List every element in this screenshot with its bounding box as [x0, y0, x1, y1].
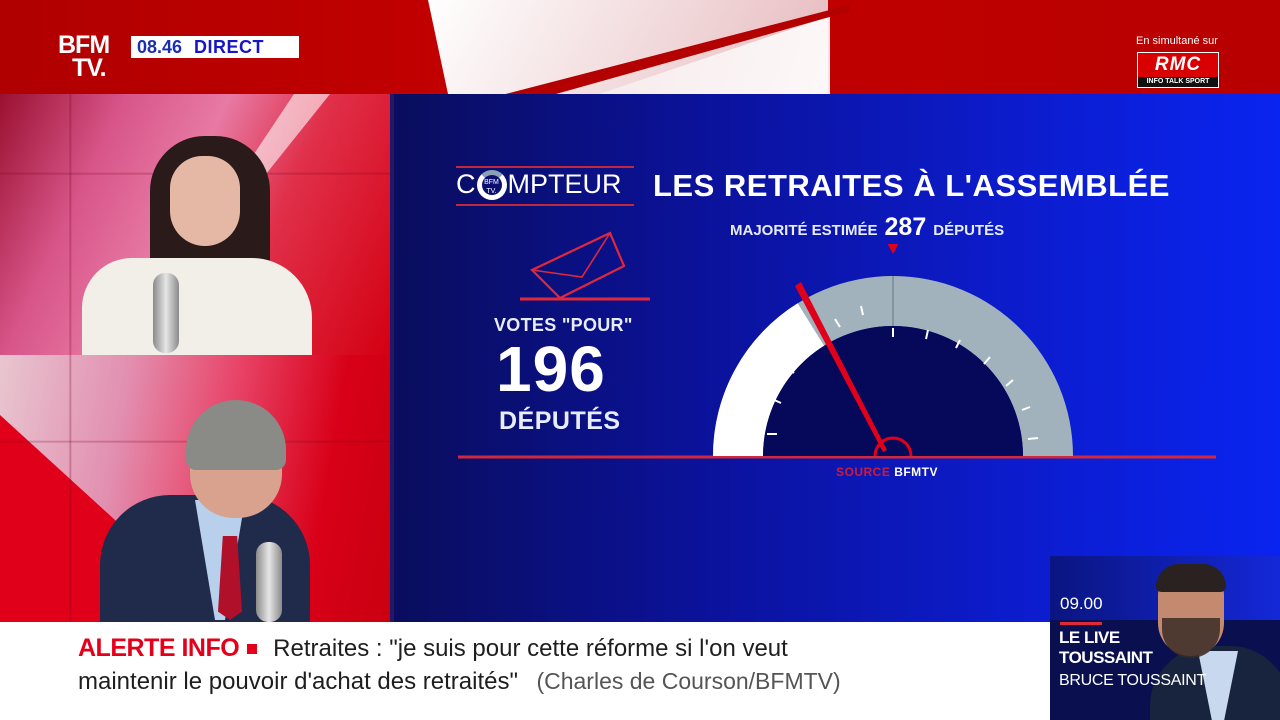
compteur-text: MPTEUR [507, 169, 622, 199]
next-show-host: BRUCE TOUSSAINT [1059, 672, 1206, 689]
clock-live-box: 08.46 DIRECT [131, 36, 299, 58]
gauge-needle [795, 282, 887, 452]
compteur-letter: C [456, 169, 476, 199]
alert-label: ALERTE INFO [78, 634, 240, 662]
next-show-title: LE LIVE TOUSSAINT [1059, 628, 1153, 667]
stopwatch-icon: BFM TV. [476, 169, 507, 200]
logo-line1: BFM [58, 31, 110, 59]
bfmtv-logo: BFM TV. [58, 31, 110, 82]
clock: 08.46 [137, 36, 183, 57]
news-ticker: ALERTE INFO Retraites : "je suis pour ce… [0, 622, 1050, 720]
divider [1060, 622, 1102, 625]
rmc-logo: RMC INFO TALK SPORT [1137, 52, 1219, 88]
ballot-envelope-icon [520, 231, 650, 301]
majority-line: MAJORITÉ ESTIMÉE 287 DÉPUTÉS [730, 213, 1004, 242]
compteur-logo: C BFM TV. MPTEUR [456, 164, 636, 206]
majority-value: 287 [884, 213, 927, 241]
presenter-face [170, 156, 240, 246]
rmc-brand: RMC [1154, 54, 1202, 75]
vote-counter-graphic: C BFM TV. MPTEUR LES RETRAITES À L'ASSEM… [390, 94, 1280, 624]
source-label: SOURCE BFMTV [836, 465, 939, 479]
rmc-tagline: INFO TALK SPORT [1138, 77, 1218, 87]
majority-label: MAJORITÉ ESTIMÉE [730, 222, 878, 239]
ticker-attribution: (Charles de Courson/BFMTV) [536, 668, 841, 694]
square-bullet-icon [247, 643, 258, 654]
triangle-down-marker-icon [887, 244, 899, 254]
gauge-fill [713, 303, 825, 456]
gauge-hub [873, 436, 913, 457]
logo-line2: TV. [72, 54, 107, 82]
votes-unit: DÉPUTÉS [499, 407, 621, 435]
ticker-line1: Retraites : "je suis pour cette réforme … [273, 634, 788, 662]
majority-unit: DÉPUTÉS [933, 222, 1005, 239]
presenter-body [82, 258, 312, 355]
guest-tie [218, 536, 242, 620]
live-label: DIRECT [194, 36, 265, 57]
ticker-line2: maintenir le pouvoir d'achat des retrait… [78, 668, 518, 695]
simulcast-label: En simultané sur [1136, 35, 1218, 47]
microphone-icon [256, 542, 282, 622]
next-show-promo: 09.00 LE LIVE TOUSSAINT BRUCE TOUSSAINT [1050, 556, 1280, 720]
gauge-chart [458, 244, 1216, 459]
next-show-time: 09.00 [1060, 594, 1103, 613]
votes-label: VOTES "POUR" [494, 315, 633, 335]
top-banner [0, 0, 1280, 94]
graphic-headline: LES RETRAITES À L'ASSEMBLÉE [653, 168, 1170, 203]
microphone-icon [153, 273, 179, 353]
votes-value: 196 [496, 333, 606, 405]
